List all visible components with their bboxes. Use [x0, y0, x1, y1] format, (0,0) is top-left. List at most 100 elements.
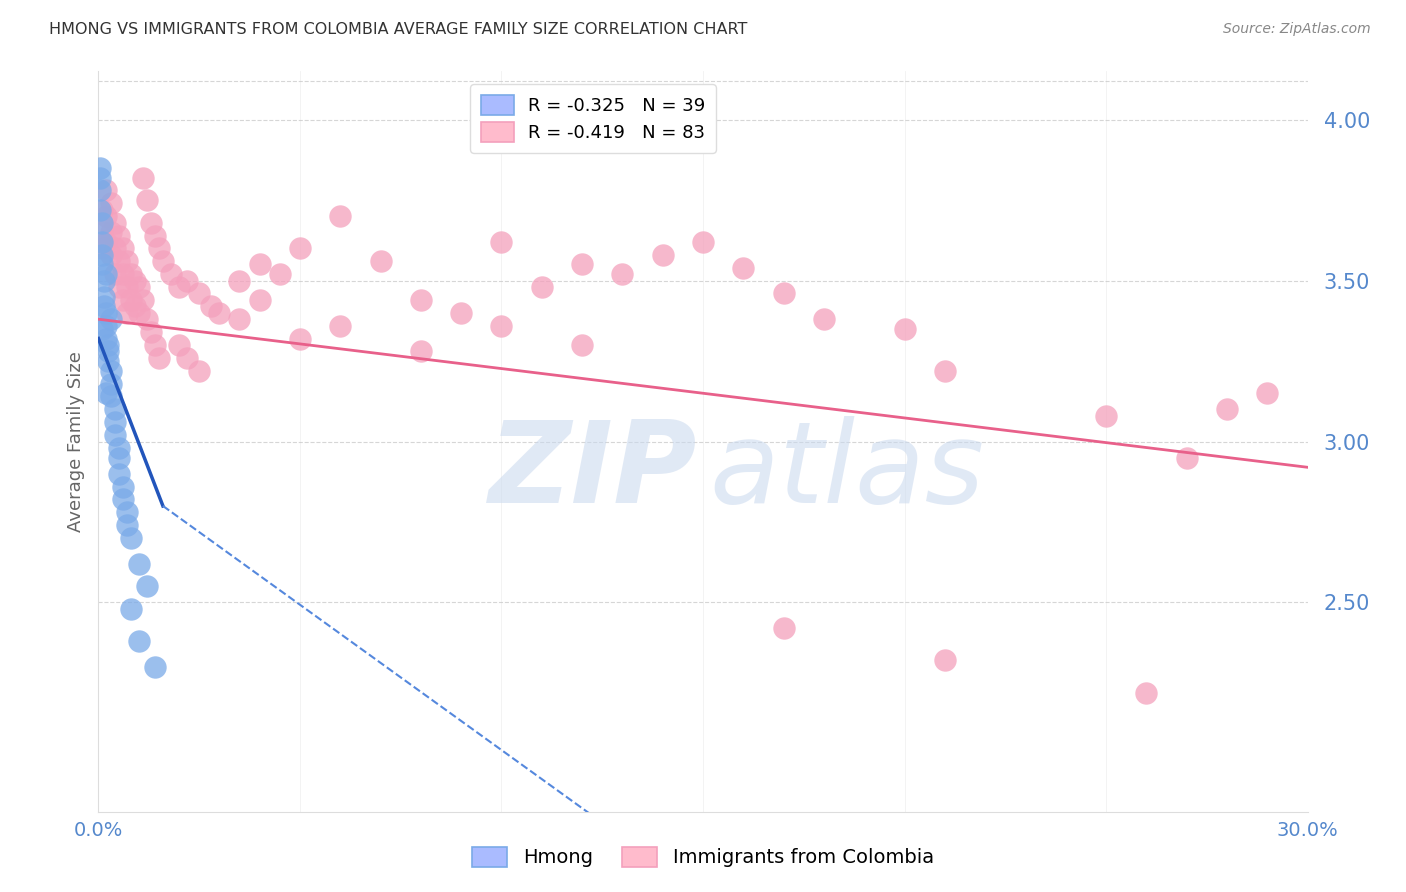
Point: [91, 225, 114, 239]
Point: [571, 258, 593, 272]
Point: [934, 364, 956, 378]
Point: [176, 274, 198, 288]
Point: [571, 338, 593, 352]
Point: [530, 280, 553, 294]
Y-axis label: Average Family Size: Average Family Size: [66, 351, 84, 532]
Point: [1135, 685, 1157, 699]
Text: atlas: atlas: [709, 416, 984, 526]
Point: [176, 351, 198, 365]
Point: [228, 274, 250, 288]
Point: [167, 280, 190, 294]
Point: [107, 280, 129, 294]
Point: [111, 293, 134, 307]
Point: [100, 225, 122, 239]
Point: [491, 318, 513, 333]
Text: HMONG VS IMMIGRANTS FROM COLOMBIA AVERAGE FAMILY SIZE CORRELATION CHART: HMONG VS IMMIGRANTS FROM COLOMBIA AVERAG…: [49, 22, 748, 37]
Point: [100, 364, 122, 378]
Point: [120, 531, 142, 545]
Point: [772, 621, 794, 635]
Point: [91, 258, 114, 272]
Point: [143, 228, 166, 243]
Point: [188, 286, 211, 301]
Point: [103, 402, 125, 417]
Point: [96, 332, 118, 346]
Point: [93, 290, 115, 304]
Point: [409, 293, 432, 307]
Point: [96, 235, 118, 249]
Point: [143, 660, 166, 674]
Point: [813, 312, 835, 326]
Point: [111, 267, 134, 281]
Point: [651, 248, 673, 262]
Point: [269, 267, 291, 281]
Point: [135, 579, 157, 593]
Point: [107, 254, 129, 268]
Point: [249, 293, 271, 307]
Point: [135, 193, 157, 207]
Point: [107, 467, 129, 481]
Point: [124, 299, 146, 313]
Point: [200, 299, 222, 313]
Point: [91, 202, 114, 217]
Point: [111, 480, 134, 494]
Point: [167, 338, 190, 352]
Point: [103, 428, 125, 442]
Point: [107, 441, 129, 455]
Point: [934, 653, 956, 667]
Point: [139, 325, 162, 339]
Point: [1216, 402, 1239, 417]
Point: [103, 241, 125, 255]
Point: [100, 389, 122, 403]
Point: [124, 274, 146, 288]
Point: [128, 634, 150, 648]
Point: [143, 338, 166, 352]
Point: [329, 209, 352, 223]
Point: [128, 557, 150, 571]
Point: [89, 170, 111, 185]
Point: [96, 267, 118, 281]
Point: [148, 351, 170, 365]
Point: [450, 306, 472, 320]
Point: [100, 312, 122, 326]
Point: [91, 216, 114, 230]
Point: [120, 267, 142, 281]
Point: [91, 248, 114, 262]
Point: [1175, 450, 1198, 465]
Point: [115, 306, 138, 320]
Point: [188, 364, 211, 378]
Point: [100, 196, 122, 211]
Point: [93, 274, 115, 288]
Point: [93, 299, 115, 313]
Point: [91, 235, 114, 249]
Point: [329, 318, 352, 333]
Point: [120, 602, 142, 616]
Point: [1256, 386, 1278, 401]
Point: [96, 386, 118, 401]
Point: [96, 209, 118, 223]
Point: [100, 376, 122, 391]
Point: [128, 280, 150, 294]
Point: [89, 161, 111, 175]
Text: ZIP: ZIP: [488, 416, 697, 526]
Point: [135, 312, 157, 326]
Point: [139, 216, 162, 230]
Point: [89, 202, 111, 217]
Point: [208, 306, 231, 320]
Point: [132, 293, 155, 307]
Point: [111, 492, 134, 507]
Point: [96, 318, 118, 333]
Point: [91, 241, 114, 255]
Point: [111, 241, 134, 255]
Point: [370, 254, 392, 268]
Legend: Hmong, Immigrants from Colombia: Hmong, Immigrants from Colombia: [464, 839, 942, 875]
Point: [97, 354, 120, 368]
Point: [1095, 409, 1118, 423]
Point: [103, 216, 125, 230]
Point: [97, 338, 120, 352]
Point: [152, 254, 174, 268]
Point: [409, 344, 432, 359]
Point: [733, 260, 755, 275]
Point: [288, 332, 311, 346]
Point: [115, 518, 138, 533]
Point: [115, 280, 138, 294]
